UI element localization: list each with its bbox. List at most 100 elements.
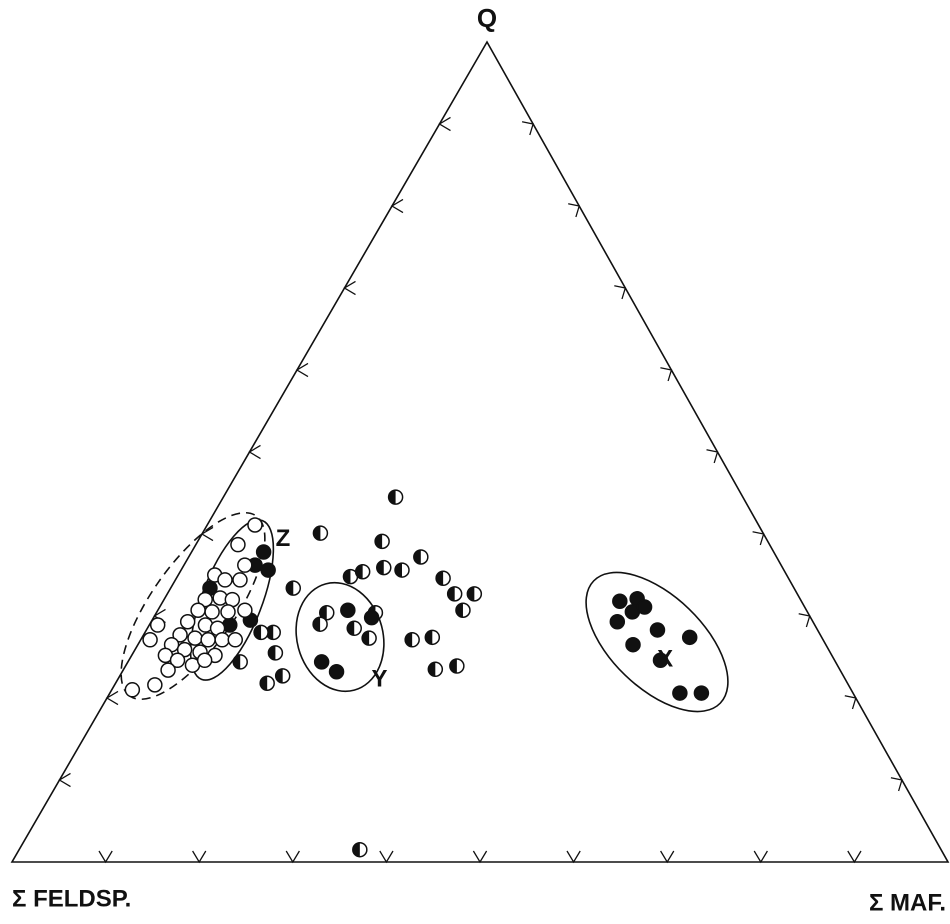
point-body <box>190 602 206 619</box>
point-body <box>142 632 158 648</box>
point-open <box>190 602 206 619</box>
point-body <box>227 632 244 648</box>
point-body <box>179 613 196 630</box>
group-x-outline <box>585 571 729 713</box>
triangle-frame <box>10 40 950 863</box>
point-half <box>435 570 451 587</box>
point-half <box>394 562 410 578</box>
point-body <box>681 629 698 646</box>
point-half <box>347 621 355 636</box>
point-open <box>147 677 163 693</box>
point-body <box>197 591 213 608</box>
point-half <box>374 533 390 550</box>
point-body <box>187 630 203 646</box>
point-half <box>413 549 421 564</box>
point-half <box>425 630 433 645</box>
point-body <box>196 652 213 669</box>
point-half <box>343 569 351 584</box>
group-y-outline <box>295 581 385 693</box>
tick-right <box>752 531 765 546</box>
point-half <box>259 675 275 691</box>
point-half <box>260 676 268 691</box>
point-open <box>179 613 196 630</box>
point-open <box>220 604 236 620</box>
tick-base <box>379 850 394 864</box>
tick-right <box>521 121 534 136</box>
point-half <box>455 602 471 619</box>
point-body <box>313 654 330 670</box>
point-half <box>312 616 328 632</box>
tick-base <box>192 850 207 864</box>
point-body <box>230 536 246 553</box>
point-open <box>232 572 248 588</box>
point-body <box>169 652 186 669</box>
tick-base <box>753 850 768 864</box>
point-half <box>375 534 383 549</box>
point-body <box>340 602 356 619</box>
point-body <box>636 599 653 615</box>
point-body <box>217 572 233 588</box>
point-half <box>312 525 329 541</box>
point-half <box>285 580 302 596</box>
point-filled <box>649 622 666 638</box>
point-half <box>346 620 362 637</box>
point-body <box>220 604 236 620</box>
vertex-label-q: Q <box>477 3 497 33</box>
point-filled <box>609 613 626 630</box>
point-filled <box>340 602 356 619</box>
point-body <box>260 562 276 578</box>
point-half <box>446 586 463 602</box>
point-half <box>467 586 475 601</box>
point-body <box>612 593 628 609</box>
point-open <box>149 617 166 633</box>
point-body <box>652 652 669 669</box>
point-half <box>355 564 363 579</box>
point-half <box>362 631 370 646</box>
point-filled <box>363 609 380 626</box>
point-half <box>449 658 465 674</box>
point-half <box>313 526 321 541</box>
point-body <box>149 617 166 633</box>
point-body <box>328 664 345 680</box>
point-body <box>172 627 188 643</box>
point-body <box>672 685 688 701</box>
group-label: Y <box>372 665 388 692</box>
point-body <box>625 636 641 653</box>
point-half <box>254 625 262 640</box>
point-half <box>266 625 274 640</box>
point-half <box>447 586 455 601</box>
point-filled <box>612 593 628 609</box>
point-body <box>247 517 263 533</box>
point-filled <box>255 544 272 560</box>
vertex-label-feldspar: Σ FELDSP. <box>12 885 131 912</box>
tick-left <box>200 526 214 542</box>
point-open <box>172 627 188 643</box>
point-half <box>427 661 444 678</box>
point-half <box>387 489 404 505</box>
point-half <box>233 654 241 669</box>
point-body <box>232 572 248 588</box>
point-half <box>376 559 392 576</box>
point-open <box>230 536 246 553</box>
tick-left <box>58 772 71 788</box>
tick-left <box>295 362 309 378</box>
point-open <box>197 591 213 608</box>
point-half <box>424 629 441 646</box>
tick-left <box>390 198 404 214</box>
point-half <box>265 624 281 641</box>
point-body <box>200 632 216 648</box>
tick-left <box>105 690 119 706</box>
tick-right <box>568 203 581 218</box>
point-half <box>394 563 402 578</box>
point-half <box>275 668 283 683</box>
point-open <box>227 632 244 648</box>
tick-right <box>706 449 719 464</box>
point-body <box>204 604 220 620</box>
point-body <box>609 613 626 630</box>
point-open <box>187 630 203 646</box>
point-half <box>413 549 429 565</box>
point-open <box>217 572 233 588</box>
tick-left <box>438 116 451 132</box>
point-half <box>286 581 294 596</box>
point-half <box>352 841 368 858</box>
